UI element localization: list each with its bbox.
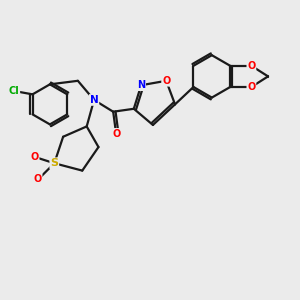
Text: O: O bbox=[31, 152, 39, 162]
Text: O: O bbox=[162, 76, 170, 86]
Text: O: O bbox=[247, 82, 256, 92]
Text: O: O bbox=[112, 129, 120, 139]
Text: Cl: Cl bbox=[9, 86, 20, 96]
Text: N: N bbox=[137, 80, 145, 90]
Text: O: O bbox=[33, 174, 42, 184]
Text: O: O bbox=[247, 61, 256, 71]
Text: S: S bbox=[50, 158, 58, 168]
Text: N: N bbox=[90, 95, 98, 105]
